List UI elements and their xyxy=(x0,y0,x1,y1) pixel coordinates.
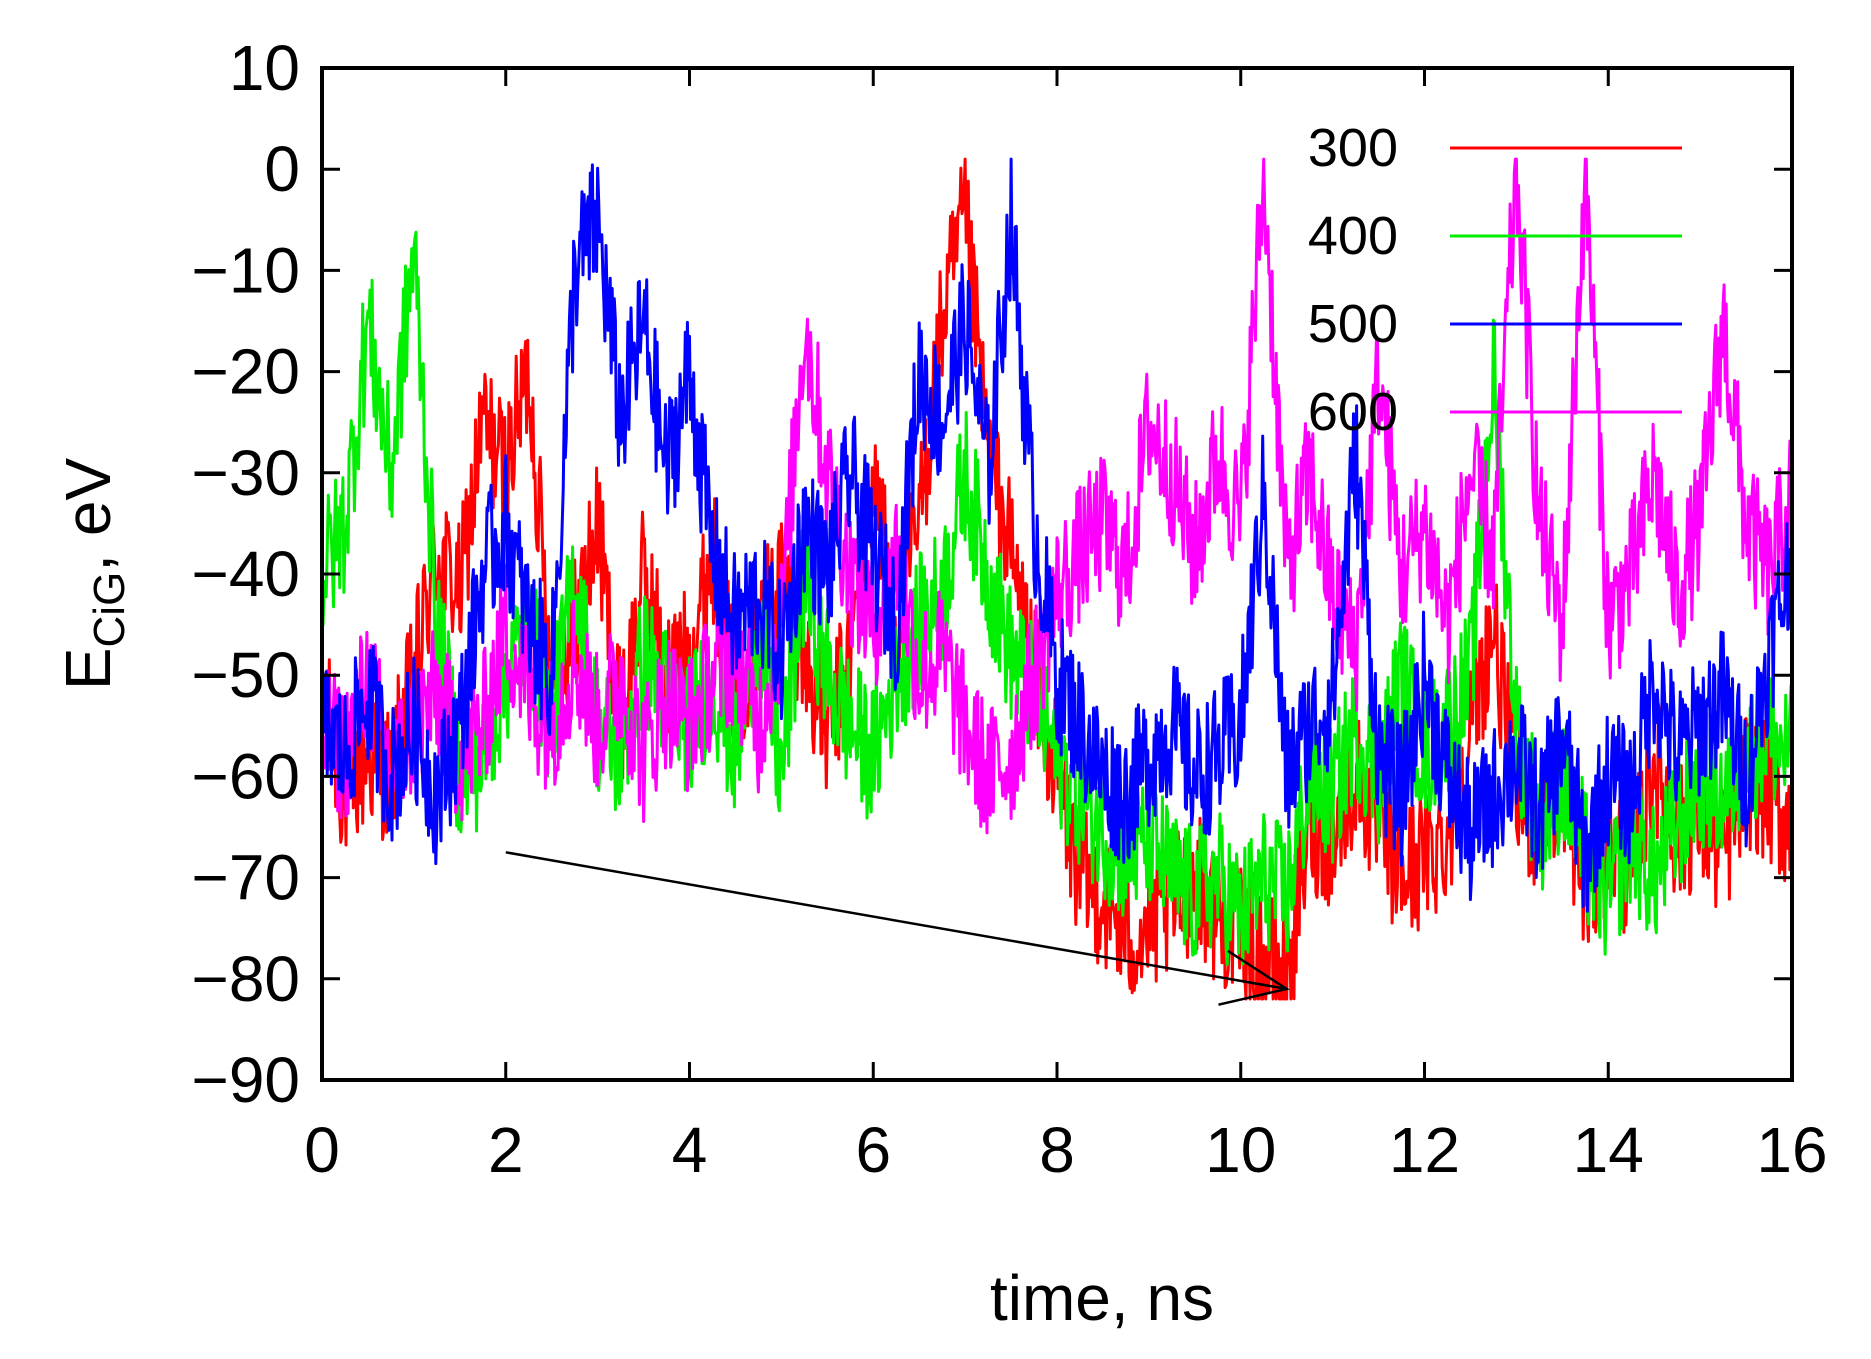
y-axis-label-suffix: , eV xyxy=(52,458,124,572)
legend-item-300: 300 xyxy=(1308,118,1682,178)
arrow-head xyxy=(1218,949,1290,1006)
x-tick-label: 0 xyxy=(304,1114,340,1186)
y-axis-label-main: E xyxy=(52,647,124,690)
y-tick-label: −60 xyxy=(191,740,300,812)
y-tick-label: −50 xyxy=(191,639,300,711)
x-tick-label: 14 xyxy=(1573,1114,1644,1186)
legend-label: 500 xyxy=(1308,294,1398,354)
y-tick-label: −40 xyxy=(191,538,300,610)
y-tick-label: −80 xyxy=(191,943,300,1015)
series-line-600 xyxy=(320,157,1794,835)
y-axis-label-subscript: CiG xyxy=(85,572,134,648)
legend: 300 400 500 600 xyxy=(1308,118,1682,442)
arrow-line xyxy=(505,851,1287,991)
legend-item-400: 400 xyxy=(1308,206,1682,266)
x-axis-label: time, ns xyxy=(990,1262,1214,1334)
series-layer xyxy=(320,157,1794,1001)
legend-item-600: 600 xyxy=(1308,382,1682,442)
y-tick-label: 0 xyxy=(264,133,300,205)
y-tick-label: −10 xyxy=(191,234,300,306)
y-tick-label: −90 xyxy=(191,1044,300,1116)
series-line-500 xyxy=(320,157,1794,913)
y-tick-label: −20 xyxy=(191,336,300,408)
y-tick-label: −70 xyxy=(191,842,300,914)
legend-label: 300 xyxy=(1308,118,1398,178)
x-tick-label: 2 xyxy=(488,1114,524,1186)
y-axis-label: ECiG, eV xyxy=(52,458,134,691)
x-tick-label: 16 xyxy=(1756,1114,1827,1186)
y-tick-label: 10 xyxy=(229,32,300,104)
y-tick-label: −30 xyxy=(191,437,300,509)
ticks-layer: 0 2 4 6 8 10 12 14 16 10 0 −10 −20 −30 −40 −50 −60 −70 −80… xyxy=(191,32,1827,1186)
x-tick-label: 4 xyxy=(672,1114,708,1186)
x-tick-label: 8 xyxy=(1039,1114,1075,1186)
legend-label: 600 xyxy=(1308,382,1398,442)
x-tick-label: 12 xyxy=(1389,1114,1460,1186)
series-500 xyxy=(320,157,1794,913)
x-tick-label: 10 xyxy=(1205,1114,1276,1186)
legend-label: 400 xyxy=(1308,206,1398,266)
legend-item-500: 500 xyxy=(1308,294,1682,354)
x-tick-label: 6 xyxy=(855,1114,891,1186)
annotation-layer xyxy=(505,851,1290,1006)
